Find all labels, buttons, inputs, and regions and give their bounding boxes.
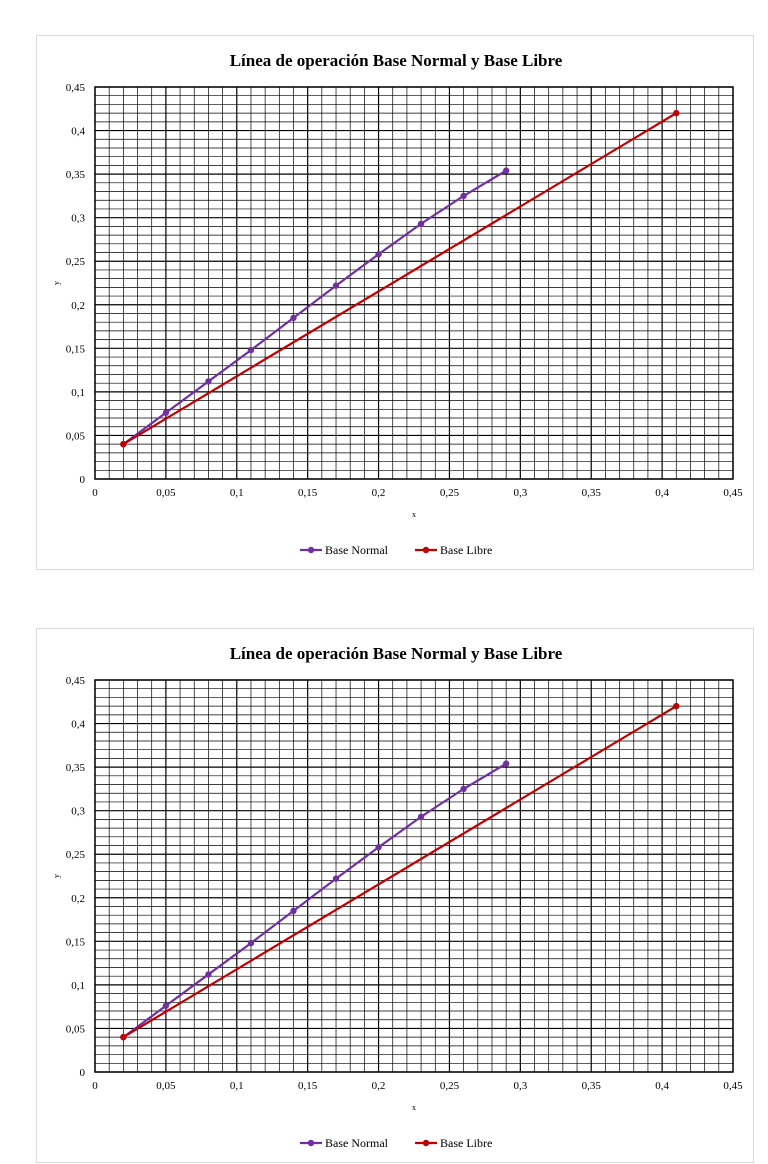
y-tick-label: 0,2	[71, 300, 85, 312]
legend-swatch-marker	[307, 1139, 315, 1147]
data-point	[502, 760, 510, 767]
x-tick-label: 0,15	[298, 487, 318, 499]
chart-2: Línea de operación Base Normal y Base Li…	[52, 644, 743, 1150]
x-tick-label: 0,45	[723, 487, 743, 499]
y-tick-label: 0,4	[71, 126, 85, 138]
data-point	[162, 1002, 170, 1009]
data-point	[332, 282, 340, 289]
legend: Base Normal Base Libre	[300, 1136, 492, 1150]
x-tick-label: 0,35	[582, 487, 602, 499]
x-tick-label: 0,1	[230, 1080, 244, 1092]
data-point	[375, 251, 382, 258]
data-point	[460, 192, 467, 200]
x-tick-label: 0,45	[723, 1080, 743, 1092]
chart-card-1: Línea de operación Base Normal y Base Li…	[36, 35, 754, 570]
series-line	[122, 762, 507, 1039]
y-tick-label: 0,1	[71, 980, 85, 992]
chart-title: Línea de operación Base Normal y Base Li…	[230, 644, 563, 663]
legend-label: Base Libre	[440, 543, 492, 557]
y-tick-label: 0,15	[66, 936, 86, 948]
data-point	[247, 939, 255, 947]
y-tick-label: 0	[80, 1067, 86, 1079]
y-tick-label: 0,05	[66, 1023, 86, 1035]
data-point	[375, 844, 382, 851]
series-line	[122, 112, 677, 446]
x-tick-label: 0	[92, 487, 98, 499]
y-tick-label: 0,05	[66, 430, 86, 442]
y-tick-label: 0,35	[66, 169, 86, 181]
data-point	[460, 785, 467, 793]
x-tick-label: 0,25	[440, 487, 460, 499]
x-tick-label: 0,25	[440, 1080, 460, 1092]
y-tick-label: 0,4	[71, 719, 85, 731]
legend-swatch-marker	[307, 546, 315, 554]
data-point	[290, 907, 297, 915]
legend: Base Normal Base Libre	[300, 543, 492, 557]
series-base-libre	[120, 109, 680, 448]
y-tick-label: 0,45	[66, 82, 86, 94]
legend-swatch-marker	[422, 1139, 430, 1147]
x-tick-label: 0,4	[655, 487, 669, 499]
x-tick-label: 0,05	[156, 487, 176, 499]
plot-area	[95, 87, 733, 479]
x-tick-label: 0,4	[655, 1080, 669, 1092]
series-line	[122, 169, 507, 446]
data-point	[673, 702, 680, 710]
x-tick-label: 0	[92, 1080, 98, 1092]
y-tick-label: 0,25	[66, 849, 86, 861]
legend-swatch-marker	[422, 546, 430, 554]
x-tick-label: 0,3	[513, 487, 527, 499]
x-tick-label: 0,2	[372, 487, 386, 499]
chart-card-2: Línea de operación Base Normal y Base Li…	[36, 628, 754, 1163]
data-point	[205, 378, 212, 385]
data-point	[247, 346, 255, 354]
data-point	[205, 971, 212, 978]
data-point	[417, 220, 425, 227]
data-point	[120, 440, 127, 448]
data-point	[417, 813, 425, 820]
x-tick-label: 0,3	[513, 1080, 527, 1092]
x-tick-label: 0,35	[582, 1080, 602, 1092]
legend-label: Base Normal	[325, 543, 389, 557]
data-point	[290, 314, 297, 322]
data-point	[332, 875, 340, 882]
x-tick-label: 0,1	[230, 487, 244, 499]
y-axis-label: y	[52, 281, 61, 285]
chart-title: Línea de operación Base Normal y Base Li…	[230, 51, 563, 70]
series-line	[122, 705, 677, 1039]
x-tick-label: 0,2	[372, 1080, 386, 1092]
x-tick-label: 0,15	[298, 1080, 318, 1092]
y-axis-label: y	[52, 874, 61, 878]
y-tick-label: 0,15	[66, 343, 86, 355]
data-point	[673, 109, 680, 117]
y-tick-label: 0,3	[71, 213, 85, 225]
y-tick-label: 0,35	[66, 762, 86, 774]
x-axis-label: x	[412, 1103, 416, 1112]
y-tick-label: 0,25	[66, 256, 86, 268]
y-tick-label: 0,1	[71, 387, 85, 399]
data-point	[120, 1033, 127, 1041]
plot-area	[95, 680, 733, 1072]
data-point	[162, 409, 170, 416]
y-tick-label: 0	[80, 474, 86, 486]
y-tick-label: 0,45	[66, 675, 86, 687]
data-point	[502, 167, 510, 174]
y-tick-label: 0,2	[71, 893, 85, 905]
plot-border	[94, 86, 734, 480]
x-axis-label: x	[412, 510, 416, 519]
chart-1: Línea de operación Base Normal y Base Li…	[52, 51, 743, 557]
legend-label: Base Libre	[440, 1136, 492, 1150]
y-tick-label: 0,3	[71, 806, 85, 818]
x-tick-label: 0,05	[156, 1080, 176, 1092]
legend-label: Base Normal	[325, 1136, 389, 1150]
